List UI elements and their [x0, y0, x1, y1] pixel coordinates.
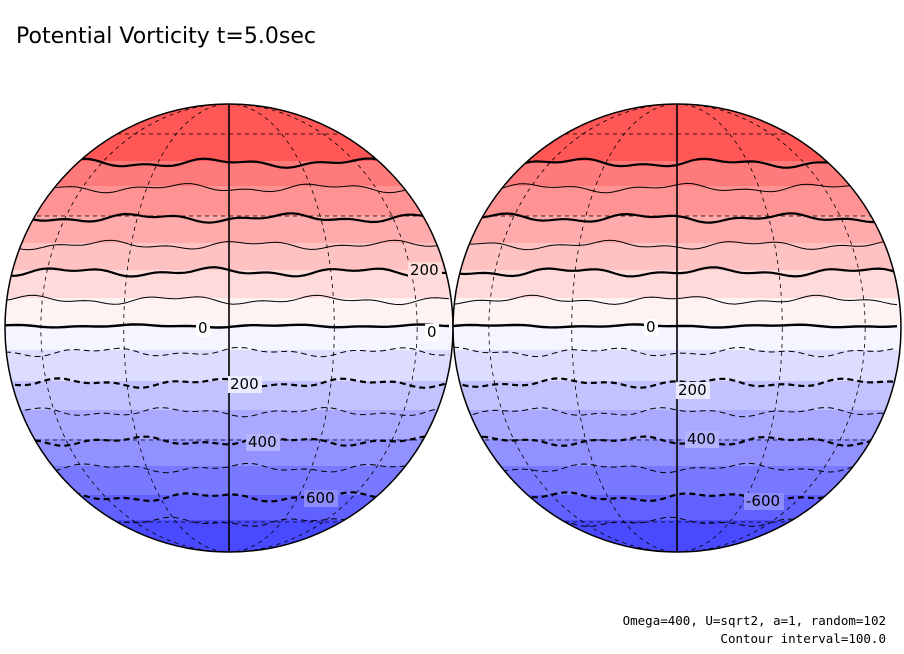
left-globe: 200 0 0 200 400 600: [4, 103, 454, 553]
label-200-north: 200: [410, 261, 439, 279]
label-0: 0: [198, 319, 208, 337]
label-200-south: 200: [230, 375, 259, 393]
plot-title: Potential Vorticity t=5.0sec: [16, 24, 316, 49]
label-200-north-bg: [408, 262, 442, 279]
right-globe: 0 200 400 -600: [452, 103, 902, 553]
label-200-south: 200: [678, 381, 707, 399]
label-400-south: 400: [687, 430, 716, 448]
label-600-south-bg: [744, 493, 784, 510]
label-400-south: 400: [248, 433, 277, 451]
label-200-south-bg: [228, 376, 262, 393]
parameters-text: Omega=400, U=sqrt2, a=1, random=102: [622, 613, 886, 628]
label-0-edge: 0: [427, 323, 437, 341]
label-0-bg: [196, 320, 210, 337]
label-400-south-bg: [685, 431, 719, 448]
label-600-south: -600: [746, 492, 780, 510]
label-400-south-bg: [246, 434, 280, 451]
label-0: 0: [646, 318, 656, 336]
label-600-south-bg: [304, 490, 338, 507]
label-600-south: 600: [306, 489, 335, 507]
label-0-edge-bg: [425, 324, 439, 341]
label-200-south-bg: [676, 382, 710, 399]
label-0-bg: [644, 319, 658, 336]
contour-interval-text: Contour interval=100.0: [720, 631, 886, 646]
